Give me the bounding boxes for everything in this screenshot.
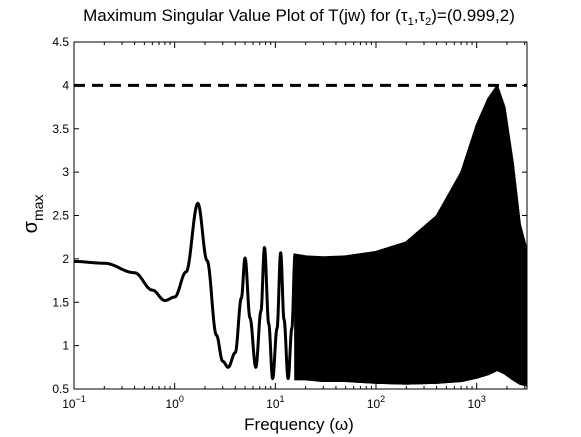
- y-tick-label: 3.5: [52, 122, 69, 136]
- y-tick-label: 0.5: [52, 382, 69, 396]
- chart-title: Maximum Singular Value Plot of T(jw) for…: [83, 6, 515, 28]
- x-tick-label: 102: [367, 394, 385, 411]
- sigma-max-curve: [74, 201, 297, 381]
- axes: 0.5 1 1.5 2 2.5 3 3.5 4 4.5 10−1 100 101 102 103: [52, 35, 528, 411]
- y-tick-label: 2: [62, 252, 69, 266]
- plot-area: [74, 83, 527, 387]
- y-tick-label: 1.5: [52, 295, 69, 309]
- x-tick-label: 100: [165, 394, 183, 411]
- y-tick-label: 2.5: [52, 209, 69, 223]
- y-tick-label: 4.5: [52, 35, 69, 49]
- x-tick-label: 103: [467, 394, 485, 411]
- oscillation-band: [353, 85, 527, 387]
- y-tick-label: 3: [62, 165, 69, 179]
- x-tick-label: 101: [266, 394, 284, 411]
- y-tick-label: 4: [62, 78, 69, 92]
- y-tick-label: 1: [62, 339, 69, 353]
- x-tick-label: 10−1: [62, 394, 86, 411]
- x-axis-label: Frequency (ω): [244, 415, 354, 434]
- y-axis-label: σmax: [20, 195, 46, 234]
